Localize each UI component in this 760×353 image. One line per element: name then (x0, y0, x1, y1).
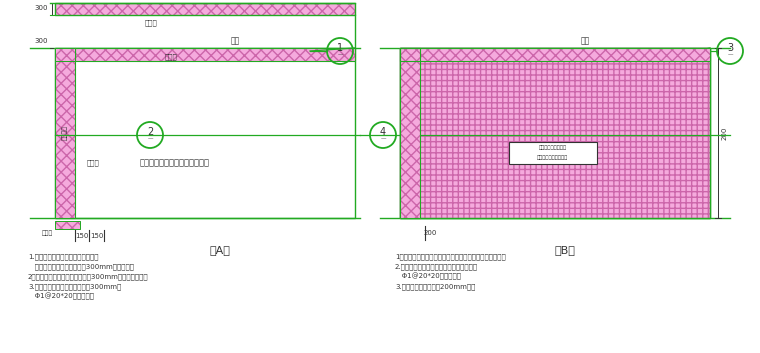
Text: 均在不同材料界面处，增设300mm宽加强网，: 均在不同材料界面处，增设300mm宽加强网， (28, 263, 134, 270)
Bar (400, 48, 420, 218)
Text: 1.蒸压加气砼砌块以外各种砌体内墙: 1.蒸压加气砼砌块以外各种砌体内墙 (28, 253, 99, 259)
Text: 300: 300 (34, 5, 48, 11)
Bar (400, 48, 710, 218)
Text: 加强网: 加强网 (165, 53, 178, 60)
Bar (75, 48, 355, 61)
Bar (508, 142, 597, 163)
Text: Φ1@20*20镀锌钢网，: Φ1@20*20镀锌钢网， (395, 273, 461, 280)
Text: 3.与砼柱、梁、墙相交200mm宽，: 3.与砼柱、梁、墙相交200mm宽， (395, 283, 475, 289)
Text: 砼梁: 砼梁 (581, 36, 590, 45)
Bar (55, 48, 355, 218)
Text: 150: 150 (90, 233, 103, 239)
Text: 1: 1 (337, 43, 343, 53)
Text: 蒸压加气砼砌块以外各种砌体墙: 蒸压加气砼砌块以外各种砌体墙 (140, 158, 210, 168)
Text: 200: 200 (722, 126, 728, 140)
Bar (55, 48, 75, 218)
Text: 2: 2 (147, 127, 153, 137)
Text: 3.若设计为水泥砂浆墙面，宜挂300mm宽: 3.若设计为水泥砂浆墙面，宜挂300mm宽 (28, 283, 122, 289)
Bar (400, 48, 420, 218)
Text: （A）: （A） (210, 245, 230, 255)
Bar (400, 48, 710, 218)
Text: 300: 300 (34, 38, 48, 44)
Bar (55, 221, 80, 229)
Text: 加强网: 加强网 (87, 160, 100, 166)
Text: 3: 3 (727, 43, 733, 53)
Bar (55, 3, 355, 15)
Text: 加强网: 加强网 (42, 230, 53, 235)
Text: 加强网: 加强网 (145, 19, 158, 26)
Text: 墙体满挂耐碱玻纤网区: 墙体满挂耐碱玻纤网区 (537, 155, 568, 160)
Text: 蒸压加气砼砌块室内: 蒸压加气砼砌块室内 (538, 145, 566, 150)
Bar (75, 48, 355, 61)
Bar (400, 48, 710, 61)
Bar (400, 48, 710, 61)
Text: 砼柱成缝: 砼柱成缝 (62, 126, 68, 140)
Text: 2.蒸压加气砼砌块室内水泥砂浆墙面宜满挂: 2.蒸压加气砼砌块室内水泥砂浆墙面宜满挂 (395, 263, 478, 270)
Text: 200: 200 (423, 230, 437, 236)
Text: 4: 4 (380, 127, 386, 137)
Bar (55, 48, 75, 61)
Bar (55, 48, 75, 218)
Bar (55, 48, 75, 61)
Text: 砼柱成缝: 砼柱成缝 (407, 145, 413, 161)
Text: （B）: （B） (555, 245, 575, 255)
Text: 2．若设计为混合砂浆墙面，宜挂300mm宽耐碱玻纤网，: 2．若设计为混合砂浆墙面，宜挂300mm宽耐碱玻纤网， (28, 273, 149, 280)
Bar (55, 221, 80, 229)
Text: 砼梁: 砼梁 (230, 36, 239, 45)
Text: 150: 150 (75, 233, 89, 239)
Text: —: — (380, 137, 386, 142)
Text: 1．蒸压加气砼砌块室内混合砂浆墙面均满挂耐碱玻纤网，: 1．蒸压加气砼砌块室内混合砂浆墙面均满挂耐碱玻纤网， (395, 253, 505, 259)
Text: —: — (337, 53, 343, 58)
Text: —: — (147, 137, 153, 142)
Text: —: — (727, 53, 733, 58)
Bar (55, 3, 355, 15)
Text: Φ1@20*20镀锌钢网，: Φ1@20*20镀锌钢网， (28, 293, 94, 300)
Bar (400, 48, 710, 218)
